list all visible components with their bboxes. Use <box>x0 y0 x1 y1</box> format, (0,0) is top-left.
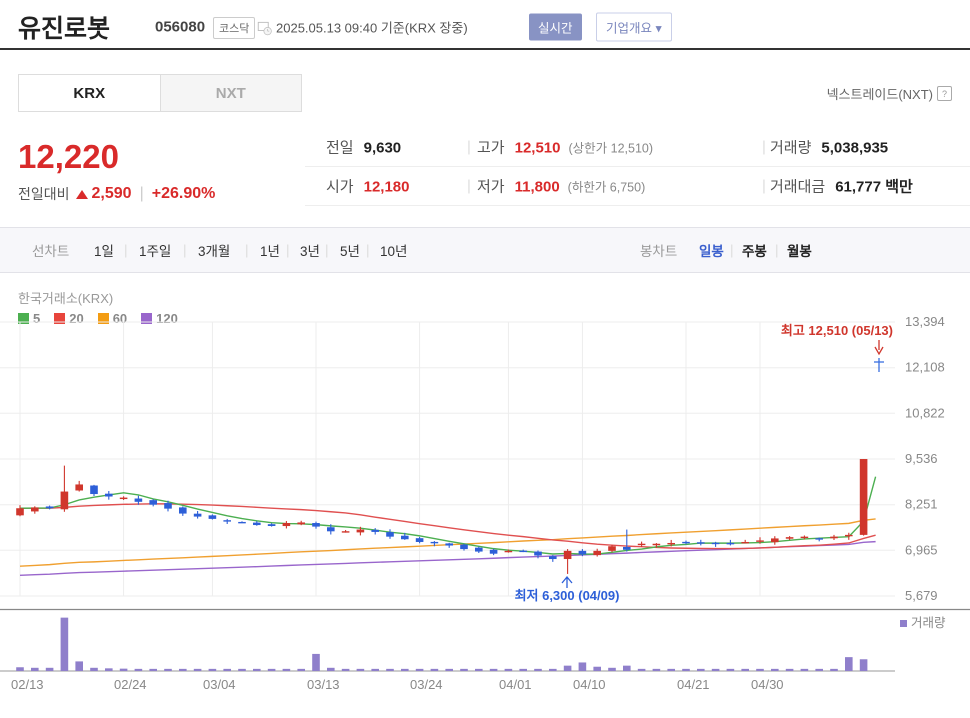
svg-text:최고 12,510 (05/13): 최고 12,510 (05/13) <box>781 323 893 338</box>
svg-text:02/24: 02/24 <box>114 677 147 692</box>
svg-text:03/04: 03/04 <box>203 677 236 692</box>
svg-text:8,251: 8,251 <box>905 497 938 512</box>
svg-text:02/13: 02/13 <box>11 677 44 692</box>
svg-text:최저 6,300 (04/09): 최저 6,300 (04/09) <box>515 588 620 603</box>
svg-text:04/30: 04/30 <box>751 677 784 692</box>
svg-text:거래량: 거래량 <box>911 616 946 630</box>
svg-text:6,965: 6,965 <box>905 542 938 557</box>
svg-text:13,394: 13,394 <box>905 314 945 329</box>
svg-text:03/13: 03/13 <box>307 677 340 692</box>
svg-text:03/24: 03/24 <box>410 677 443 692</box>
svg-text:04/10: 04/10 <box>573 677 606 692</box>
svg-text:9,536: 9,536 <box>905 451 938 466</box>
svg-text:12,108: 12,108 <box>905 360 945 375</box>
svg-text:10,822: 10,822 <box>905 405 945 420</box>
svg-text:5,679: 5,679 <box>905 588 938 603</box>
svg-text:04/21: 04/21 <box>677 677 710 692</box>
svg-text:04/01: 04/01 <box>499 677 532 692</box>
